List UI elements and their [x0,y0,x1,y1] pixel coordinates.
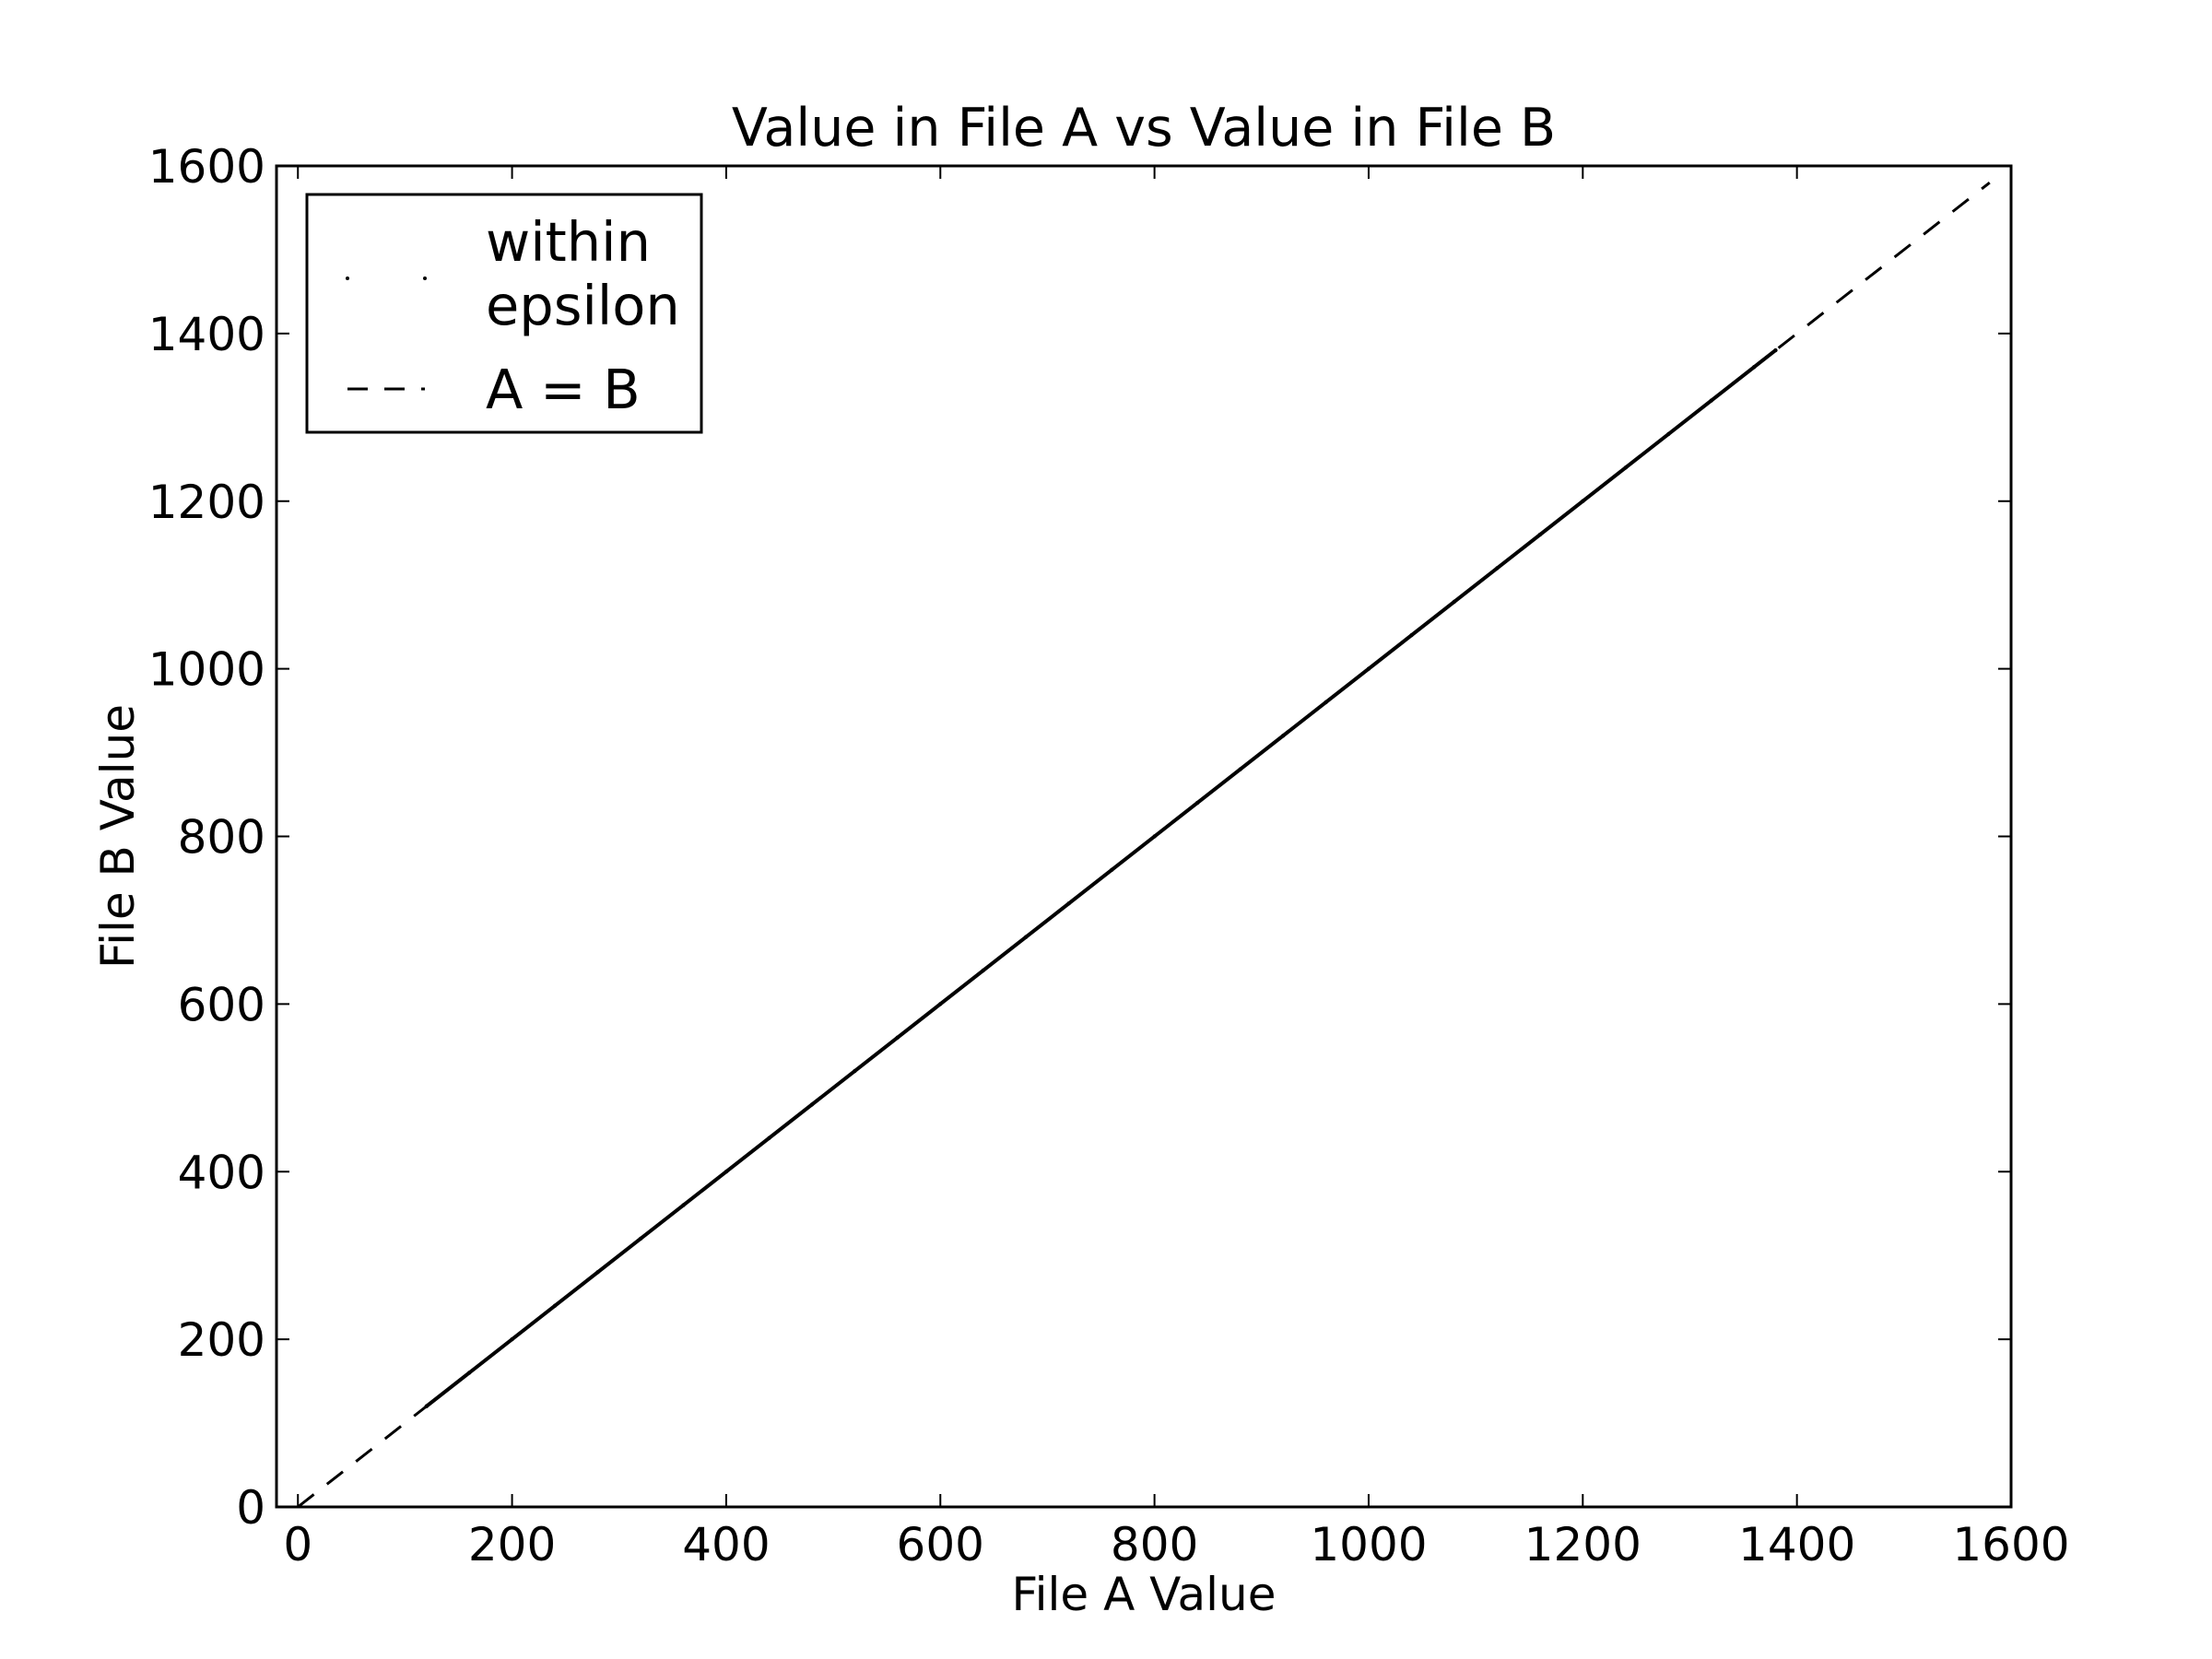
y-tick-label: 1200 [148,476,265,529]
data-point-within-epsilon [1366,666,1371,671]
data-point-within-epsilon [1409,633,1414,638]
data-point-within-epsilon [510,1336,514,1342]
data-point-within-epsilon [1238,767,1242,771]
data-point-within-epsilon [1024,935,1029,939]
legend: within epsilon A = B [305,193,703,434]
legend-label-within: within [486,210,651,274]
data-point-within-epsilon [981,968,985,973]
x-tick-label: 1200 [1524,1518,1641,1571]
y-tick-label: 1600 [148,140,265,194]
data-point-within-epsilon [895,1035,900,1040]
data-point-within-epsilon [1066,901,1071,906]
data-point-within-epsilon [1623,465,1628,470]
chart-title: Value in File A vs Value in File B [732,98,1556,159]
data-point-within-epsilon [1194,800,1200,806]
x-tick-label: 800 [1111,1518,1198,1571]
data-point-within-epsilon [853,1068,857,1074]
legend-label-a-equals-b: A = B [486,358,641,421]
x-tick-label: 1400 [1738,1518,1855,1571]
x-tick-label: 600 [897,1518,984,1571]
legend-point-marker [346,276,349,280]
y-tick-label: 1400 [148,308,265,361]
y-tick-label: 0 [236,1481,265,1535]
y-tick-label: 600 [178,978,265,1031]
x-axis-ticks: 0 200 400 600 800 1000 1200 1400 1600 [283,166,2070,1571]
data-point-within-epsilon [1452,599,1457,605]
data-point-within-epsilon [1773,347,1778,353]
data-point-within-epsilon [638,1236,643,1241]
y-tick-label: 1000 [148,643,265,697]
y-tick-label: 200 [178,1313,265,1367]
legend-entry-within-epsilon: within epsilon [346,210,680,337]
legend-entry-a-equals-b: A = B [347,358,641,421]
data-point-within-epsilon [552,1303,558,1308]
series-band-within-epsilon [425,348,1777,1408]
data-point-within-epsilon [1280,734,1286,738]
data-point-within-epsilon [938,1002,943,1006]
data-point-within-epsilon [1152,834,1157,839]
y-tick-label: 800 [178,811,265,865]
data-point-within-epsilon [424,1404,429,1409]
x-tick-label: 1600 [1952,1518,2069,1571]
data-point-within-epsilon [1581,499,1585,503]
data-point-within-epsilon [595,1270,600,1275]
legend-label-epsilon: epsilon [486,274,680,337]
y-axis-ticks: 0 200 400 600 800 1000 1200 1400 1600 [148,140,2011,1535]
x-tick-label: 400 [682,1518,770,1571]
data-point-within-epsilon [1709,398,1713,403]
data-point-within-epsilon [1666,431,1671,437]
legend-point-marker [423,276,427,280]
x-tick-label: 200 [468,1518,556,1571]
x-tick-label: 0 [283,1518,312,1571]
data-point-within-epsilon [681,1203,686,1207]
data-point-within-epsilon [767,1135,771,1141]
x-tick-label: 1000 [1310,1518,1427,1571]
data-point-within-epsilon [1495,566,1500,571]
data-point-within-epsilon [1109,867,1114,873]
x-axis-label: File A Value [1012,1568,1277,1621]
plot-area [297,182,1991,1509]
y-tick-label: 400 [178,1146,265,1199]
data-point-within-epsilon [466,1371,472,1375]
data-point-within-epsilon [1324,700,1328,705]
data-point-within-epsilon [809,1102,815,1107]
data-point-within-epsilon [1751,365,1757,370]
y-axis-label: File B Value [91,704,145,969]
legend-box [305,193,703,434]
data-point-within-epsilon [724,1170,729,1174]
data-point-within-epsilon [1537,532,1543,537]
